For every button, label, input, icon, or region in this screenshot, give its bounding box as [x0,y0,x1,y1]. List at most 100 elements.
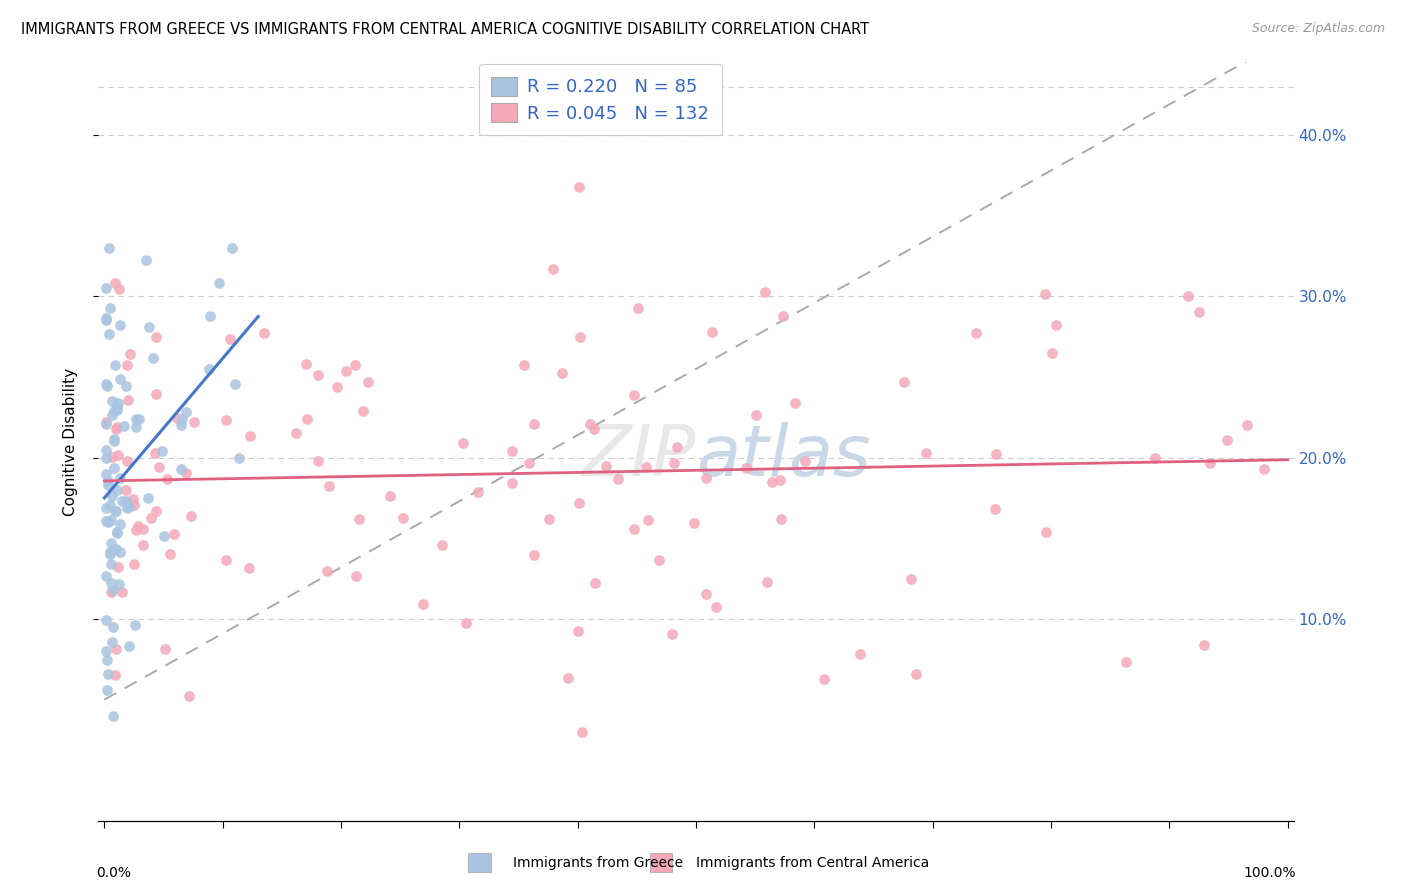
Point [105,422,128,436]
Bar [650,853,672,872]
Point [155,641,177,656]
Point [145,329,167,343]
Point [100,513,122,527]
Point [761,475,783,490]
Point [96,377,118,392]
Point [965,326,987,340]
Point [318,479,340,493]
Point [169,417,191,432]
Point [285,425,308,440]
Text: 100.0%: 100.0% [1243,866,1296,880]
Point [142,351,165,365]
Point [101,394,124,409]
Point [128,412,150,426]
Text: IMMIGRANTS FROM GREECE VS IMMIGRANTS FROM CENTRAL AMERICA COGNITIVE DISABILITY C: IMMIGRANTS FROM GREECE VS IMMIGRANTS FRO… [21,22,869,37]
Point [914,445,936,459]
Point [112,418,135,433]
Point [215,413,238,427]
Point [595,458,617,473]
Point [100,557,122,571]
Point [115,494,138,508]
Y-axis label: Cognitive Disability: Cognitive Disability [63,368,77,516]
Point [1236,417,1258,432]
Point [124,618,146,632]
Point [114,379,136,393]
Point [121,491,143,506]
Point [108,471,131,485]
Point [94,451,117,466]
Point [905,667,928,681]
Point [1045,318,1067,332]
Point [177,690,200,704]
Point [100,635,122,649]
Point [104,277,127,291]
Point [107,560,129,574]
Point [156,472,179,486]
Point [568,329,591,343]
Point [103,460,125,475]
Point [1042,346,1064,360]
Point [169,462,191,476]
Point [218,332,240,346]
Point [349,512,371,526]
Point [96,415,118,429]
Point [105,483,128,498]
Point [538,512,561,526]
Point [180,508,202,523]
Legend: R = 0.220   N = 85, R = 0.045   N = 132: R = 0.220 N = 85, R = 0.045 N = 132 [478,64,723,136]
Point [568,179,591,194]
Point [783,396,806,410]
Point [412,598,434,612]
Point [104,668,127,682]
Point [623,522,645,536]
Point [813,672,835,686]
Point [150,444,173,458]
Point [111,494,134,508]
Point [315,564,337,578]
Point [94,514,117,528]
Point [107,524,129,539]
Point [105,542,128,557]
Point [103,541,125,556]
Point [105,641,128,656]
Point [103,404,125,418]
Point [98,301,121,315]
Point [661,627,683,641]
Point [517,456,540,470]
Point [637,513,659,527]
Point [849,647,872,661]
Point [145,504,167,518]
Point [107,395,129,409]
Point [103,432,125,446]
Point [501,444,523,458]
Point [198,362,221,376]
Point [105,504,128,518]
Point [900,572,922,586]
Point [623,388,645,402]
Point [125,412,148,426]
Point [94,313,117,327]
Point [745,408,768,422]
Point [163,527,186,541]
Point [108,545,131,559]
Point [104,503,127,517]
Point [335,363,357,377]
Point [702,325,724,339]
Point [118,347,141,361]
Point [326,379,349,393]
Point [139,510,162,524]
Point [118,500,141,514]
Point [94,281,117,295]
Point [100,536,122,550]
Point [127,519,149,533]
Point [97,327,120,342]
Point [704,599,727,614]
Point [96,682,118,697]
Point [647,553,669,567]
Point [793,454,815,468]
Point [97,478,120,492]
Point [1216,433,1239,447]
Text: atlas: atlas [696,422,870,491]
Point [695,471,717,485]
Text: ZIP: ZIP [582,422,696,491]
